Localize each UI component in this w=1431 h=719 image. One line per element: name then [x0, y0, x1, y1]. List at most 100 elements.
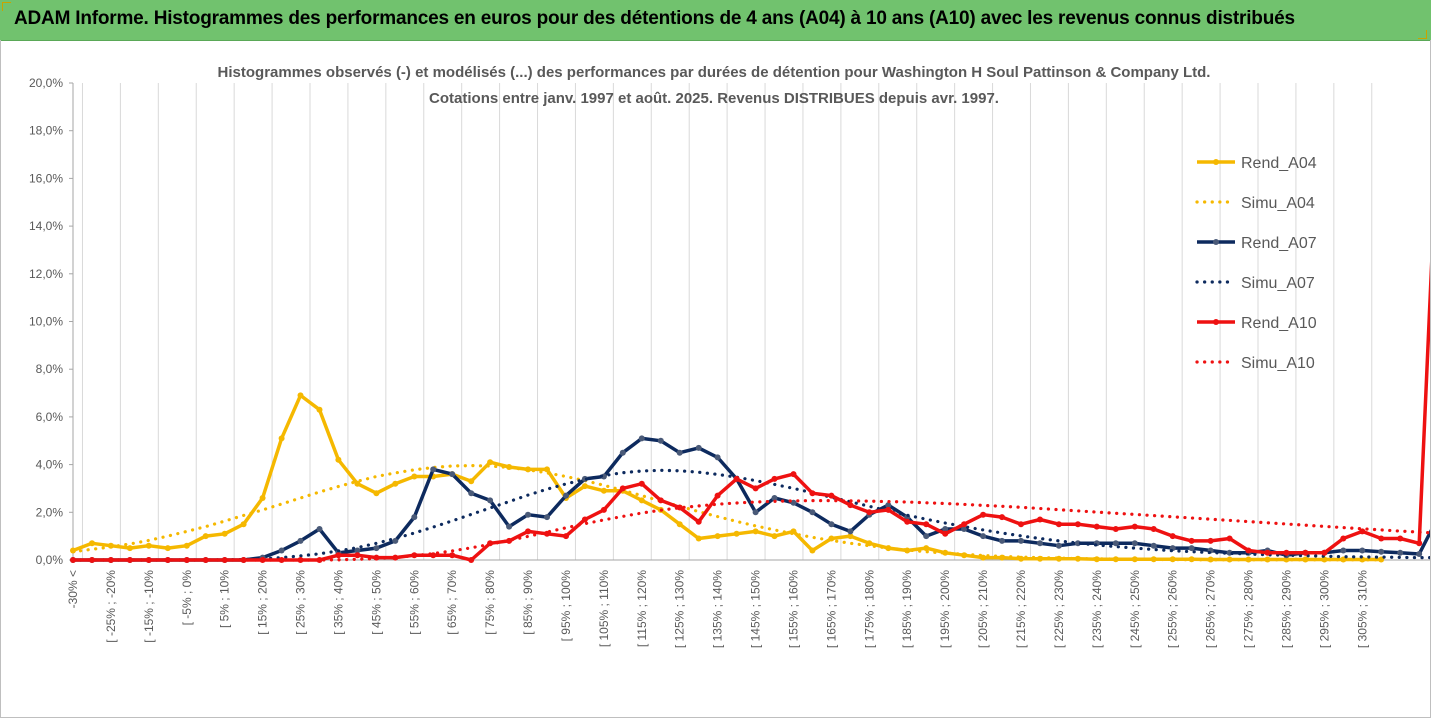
legend-marker-rend-a10 — [1213, 319, 1219, 325]
x-tick-label: [ 165% ; 170% — [824, 570, 838, 648]
legend-marker-rend-a07 — [1213, 239, 1219, 245]
data-point-rend-a07 — [790, 499, 797, 506]
data-point-rend-a07 — [676, 449, 683, 456]
y-tick-label: 4,0% — [36, 458, 64, 472]
line-chart: 0,0% 2,0% 4,0% 6,0% 8,0% 10,0% 12,0% 14,0% 16,0%… — [29, 64, 1430, 648]
data-point-rend-a04 — [695, 535, 702, 542]
data-point-rend-a04 — [126, 545, 133, 552]
x-tick-label: [ 95% ; 100% — [559, 570, 573, 642]
data-point-rend-a10 — [581, 516, 588, 523]
data-point-rend-a04 — [581, 483, 588, 490]
x-tick-label: [ 85% ; 90% — [521, 570, 535, 635]
data-point-rend-a07 — [449, 471, 456, 478]
data-point-rend-a10 — [961, 521, 968, 528]
data-point-rend-a10 — [847, 502, 854, 509]
data-point-rend-a07 — [1037, 540, 1043, 547]
header-bar: ADAM Informe. Histogrammes des performan… — [0, 0, 1431, 41]
x-tick-label: [ 205% ; 210% — [976, 570, 990, 648]
data-point-rend-a10 — [1321, 549, 1328, 556]
data-point-rend-a07 — [809, 509, 816, 516]
x-tick-label: [ 145% ; 150% — [749, 570, 763, 648]
data-point-rend-a07 — [392, 537, 399, 544]
data-point-rend-a07 — [999, 537, 1005, 544]
data-point-rend-a10 — [1264, 549, 1271, 556]
x-tick-label: [ 115% ; 120% — [635, 570, 649, 647]
data-point-rend-a10 — [468, 557, 475, 563]
data-point-rend-a07 — [1074, 540, 1081, 547]
data-point-rend-a10 — [525, 528, 531, 535]
data-point-rend-a07 — [563, 492, 569, 499]
data-point-rend-a07 — [657, 437, 664, 444]
data-point-rend-a10 — [1397, 535, 1404, 542]
data-point-rend-a07 — [411, 514, 418, 521]
x-tick-label: -30% < — [66, 570, 80, 608]
data-point-rend-a07 — [752, 509, 759, 516]
legend-label-rend-a07: Rend_A07 — [1241, 235, 1317, 252]
header-title: ADAM Informe. Histogrammes des performan… — [14, 8, 1295, 29]
data-point-rend-a10 — [809, 490, 816, 497]
data-point-rend-a10 — [354, 552, 361, 559]
data-point-rend-a04 — [733, 530, 740, 537]
legend-marker-rend-a04 — [1213, 159, 1219, 165]
data-point-rend-a04 — [544, 466, 550, 473]
data-point-rend-a07 — [923, 533, 930, 540]
x-tick-label: [ 215% ; 220% — [1014, 570, 1028, 648]
data-point-rend-a10 — [563, 533, 569, 540]
data-point-rend-a10 — [1378, 535, 1385, 542]
data-point-rend-a10 — [1150, 526, 1157, 532]
y-tick-label: 16,0% — [29, 171, 63, 185]
data-point-rend-a10 — [1188, 537, 1195, 544]
data-point-rend-a04 — [468, 478, 475, 485]
x-tick-label: [ -15% ; -10% — [142, 570, 156, 643]
data-point-rend-a07 — [354, 547, 361, 554]
data-point-rend-a10 — [999, 514, 1005, 521]
y-tick-label: 2,0% — [36, 505, 64, 519]
data-point-rend-a07 — [619, 449, 626, 456]
data-point-rend-a10 — [1112, 526, 1119, 532]
y-tick-label: 0,0% — [36, 553, 64, 567]
data-point-rend-a07 — [468, 490, 475, 497]
data-point-rend-a07 — [1018, 537, 1024, 544]
legend-label-simu-a04: Simu_A04 — [1241, 195, 1315, 212]
data-point-rend-a10 — [240, 557, 247, 563]
data-point-rend-a10 — [126, 557, 133, 563]
x-tick-label: [ 305% ; 310% — [1355, 570, 1369, 648]
data-point-rend-a10 — [278, 557, 285, 563]
data-point-rend-a10 — [506, 537, 513, 544]
data-point-rend-a10 — [430, 552, 437, 559]
data-point-rend-a04 — [221, 530, 228, 537]
data-point-rend-a04 — [487, 459, 494, 466]
data-point-rend-a10 — [1037, 516, 1043, 523]
y-tick-label: 6,0% — [36, 410, 64, 424]
data-point-rend-a10 — [904, 518, 911, 525]
x-tick-label: [ 155% ; 160% — [786, 570, 800, 648]
x-tick-label: [ 15% ; 20% — [256, 570, 270, 635]
data-point-rend-a10 — [335, 552, 342, 559]
x-tick-label: [ 285% ; 290% — [1279, 570, 1293, 648]
data-point-rend-a04 — [714, 533, 721, 540]
data-point-rend-a04 — [202, 533, 209, 540]
data-point-rend-a07 — [980, 533, 987, 540]
y-tick-label: 20,0% — [29, 76, 63, 90]
data-point-rend-a10 — [1245, 547, 1252, 554]
data-point-rend-a04 — [600, 487, 607, 494]
data-point-rend-a10 — [202, 557, 209, 563]
data-point-rend-a07 — [961, 526, 968, 532]
grid-lines — [81, 83, 1373, 560]
data-point-rend-a10 — [676, 504, 683, 511]
x-tick-label: [ 65% ; 70% — [445, 570, 459, 635]
y-tick-label: 14,0% — [29, 219, 63, 233]
x-tick-label: [ 195% ; 200% — [938, 570, 952, 648]
data-point-rend-a07 — [506, 523, 513, 530]
data-point-rend-a10 — [1207, 537, 1214, 544]
data-point-rend-a07 — [847, 528, 854, 535]
y-tick-label: 18,0% — [29, 124, 63, 138]
data-point-rend-a07 — [638, 435, 645, 442]
data-point-rend-a04 — [316, 406, 323, 413]
data-point-rend-a07 — [714, 454, 721, 461]
data-point-rend-a04 — [259, 495, 266, 501]
legend-label-simu-a10: Simu_A10 — [1241, 355, 1315, 372]
data-point-rend-a07 — [373, 545, 380, 552]
data-point-rend-a07 — [1055, 542, 1062, 549]
data-point-rend-a04 — [240, 521, 247, 528]
